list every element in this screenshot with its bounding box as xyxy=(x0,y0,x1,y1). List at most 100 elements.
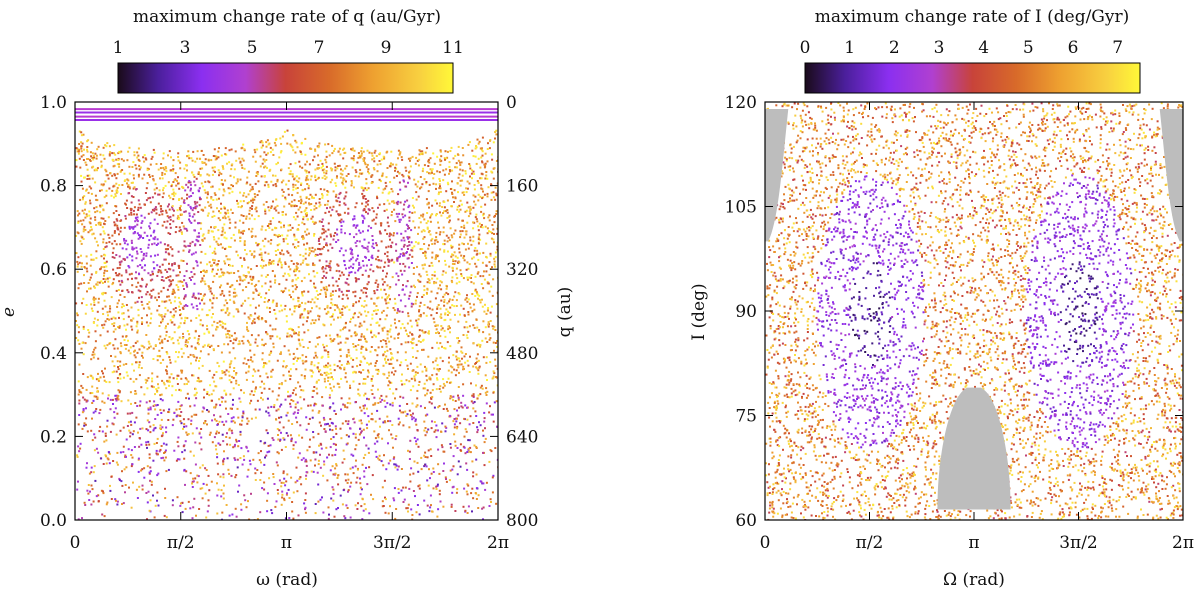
scatter-point xyxy=(459,230,462,233)
scatter-point xyxy=(436,324,439,327)
scatter-point xyxy=(320,443,323,446)
scatter-point xyxy=(204,206,207,209)
scatter-point xyxy=(169,169,172,172)
scatter-point xyxy=(350,184,353,187)
scatter-point xyxy=(226,443,229,446)
scatter-point xyxy=(312,159,314,162)
scatter-point xyxy=(171,385,174,388)
scatter-point xyxy=(160,207,163,210)
scatter-point xyxy=(446,314,449,316)
scatter-point xyxy=(115,158,118,161)
scatter-point xyxy=(125,271,128,274)
scatter-point xyxy=(490,183,493,186)
scatter-point xyxy=(167,276,170,279)
scatter-point xyxy=(291,226,294,229)
scatter-point xyxy=(419,341,422,343)
scatter-point xyxy=(307,187,310,190)
scatter-point xyxy=(458,360,461,363)
scatter-point xyxy=(242,215,245,217)
scatter-point xyxy=(304,460,307,463)
scatter-point xyxy=(354,436,357,439)
scatter-point xyxy=(323,308,326,311)
scatter-point xyxy=(215,328,218,331)
scatter-point xyxy=(183,199,186,202)
scatter-point xyxy=(130,319,133,322)
scatter-point xyxy=(375,312,378,315)
scatter-point xyxy=(458,173,461,176)
scatter-point xyxy=(460,350,463,353)
scatter-point xyxy=(80,347,83,350)
scatter-point xyxy=(228,218,231,221)
scatter-point xyxy=(347,351,350,354)
scatter-point xyxy=(162,166,165,169)
scatter-point xyxy=(135,361,137,364)
scatter-point xyxy=(140,317,143,320)
scatter-point xyxy=(382,339,385,341)
scatter-point xyxy=(225,504,228,506)
scatter-point xyxy=(408,294,411,297)
scatter-point xyxy=(385,345,388,348)
scatter-point xyxy=(200,448,203,451)
scatter-point xyxy=(393,309,396,312)
scatter-point xyxy=(355,481,358,484)
scatter-point xyxy=(436,377,438,380)
scatter-point xyxy=(85,213,88,216)
scatter-point xyxy=(129,377,132,380)
scatter-point xyxy=(404,214,407,217)
scatter-point xyxy=(223,215,226,218)
scatter-point xyxy=(401,173,404,176)
scatter-point xyxy=(251,186,254,188)
scatter-point xyxy=(215,448,218,451)
scatter-point xyxy=(157,269,160,271)
scatter-point xyxy=(94,194,97,197)
scatter-point xyxy=(387,442,389,445)
scatter-point xyxy=(165,226,168,229)
scatter-point xyxy=(213,250,216,253)
scatter-point xyxy=(317,379,320,382)
scatter-point xyxy=(305,355,308,358)
scatter-point xyxy=(94,237,97,240)
scatter-point xyxy=(417,318,420,321)
scatter-point xyxy=(391,258,394,261)
scatter-point xyxy=(294,238,297,241)
scatter-point xyxy=(385,302,388,305)
scatter-point xyxy=(317,247,319,250)
scatter-point xyxy=(183,210,186,213)
scatter-point xyxy=(95,495,98,498)
scatter-point xyxy=(321,228,324,231)
scatter-point xyxy=(467,439,470,442)
scatter-point xyxy=(220,489,223,492)
scatter-point xyxy=(471,149,474,152)
scatter-point xyxy=(437,463,440,466)
scatter-point xyxy=(340,290,343,293)
scatter-point xyxy=(175,408,178,411)
scatter-point xyxy=(268,259,271,262)
scatter-point xyxy=(75,337,78,339)
scatter-point xyxy=(323,463,326,466)
scatter-point xyxy=(111,422,114,425)
scatter-point xyxy=(342,273,345,276)
scatter-point xyxy=(310,175,313,178)
scatter-point xyxy=(345,294,348,297)
scatter-point xyxy=(349,485,352,488)
scatter-point xyxy=(138,437,141,439)
scatter-point xyxy=(477,229,480,232)
scatter-point xyxy=(93,285,95,288)
scatter-point xyxy=(483,464,486,467)
scatter-point xyxy=(323,377,326,380)
scatter-point xyxy=(393,373,395,376)
scatter-point xyxy=(248,228,250,231)
scatter-point xyxy=(125,328,127,331)
scatter-point xyxy=(153,404,156,407)
scatter-point xyxy=(484,391,487,394)
scatter-point xyxy=(372,218,375,221)
scatter-point xyxy=(390,324,393,327)
scatter-point xyxy=(330,301,333,304)
scatter-point xyxy=(98,412,101,415)
scatter-point xyxy=(493,349,495,352)
scatter-point xyxy=(170,156,172,159)
scatter-point xyxy=(438,187,441,190)
scatter-point xyxy=(115,210,118,212)
scatter-point xyxy=(297,409,300,412)
scatter-point xyxy=(354,175,357,178)
